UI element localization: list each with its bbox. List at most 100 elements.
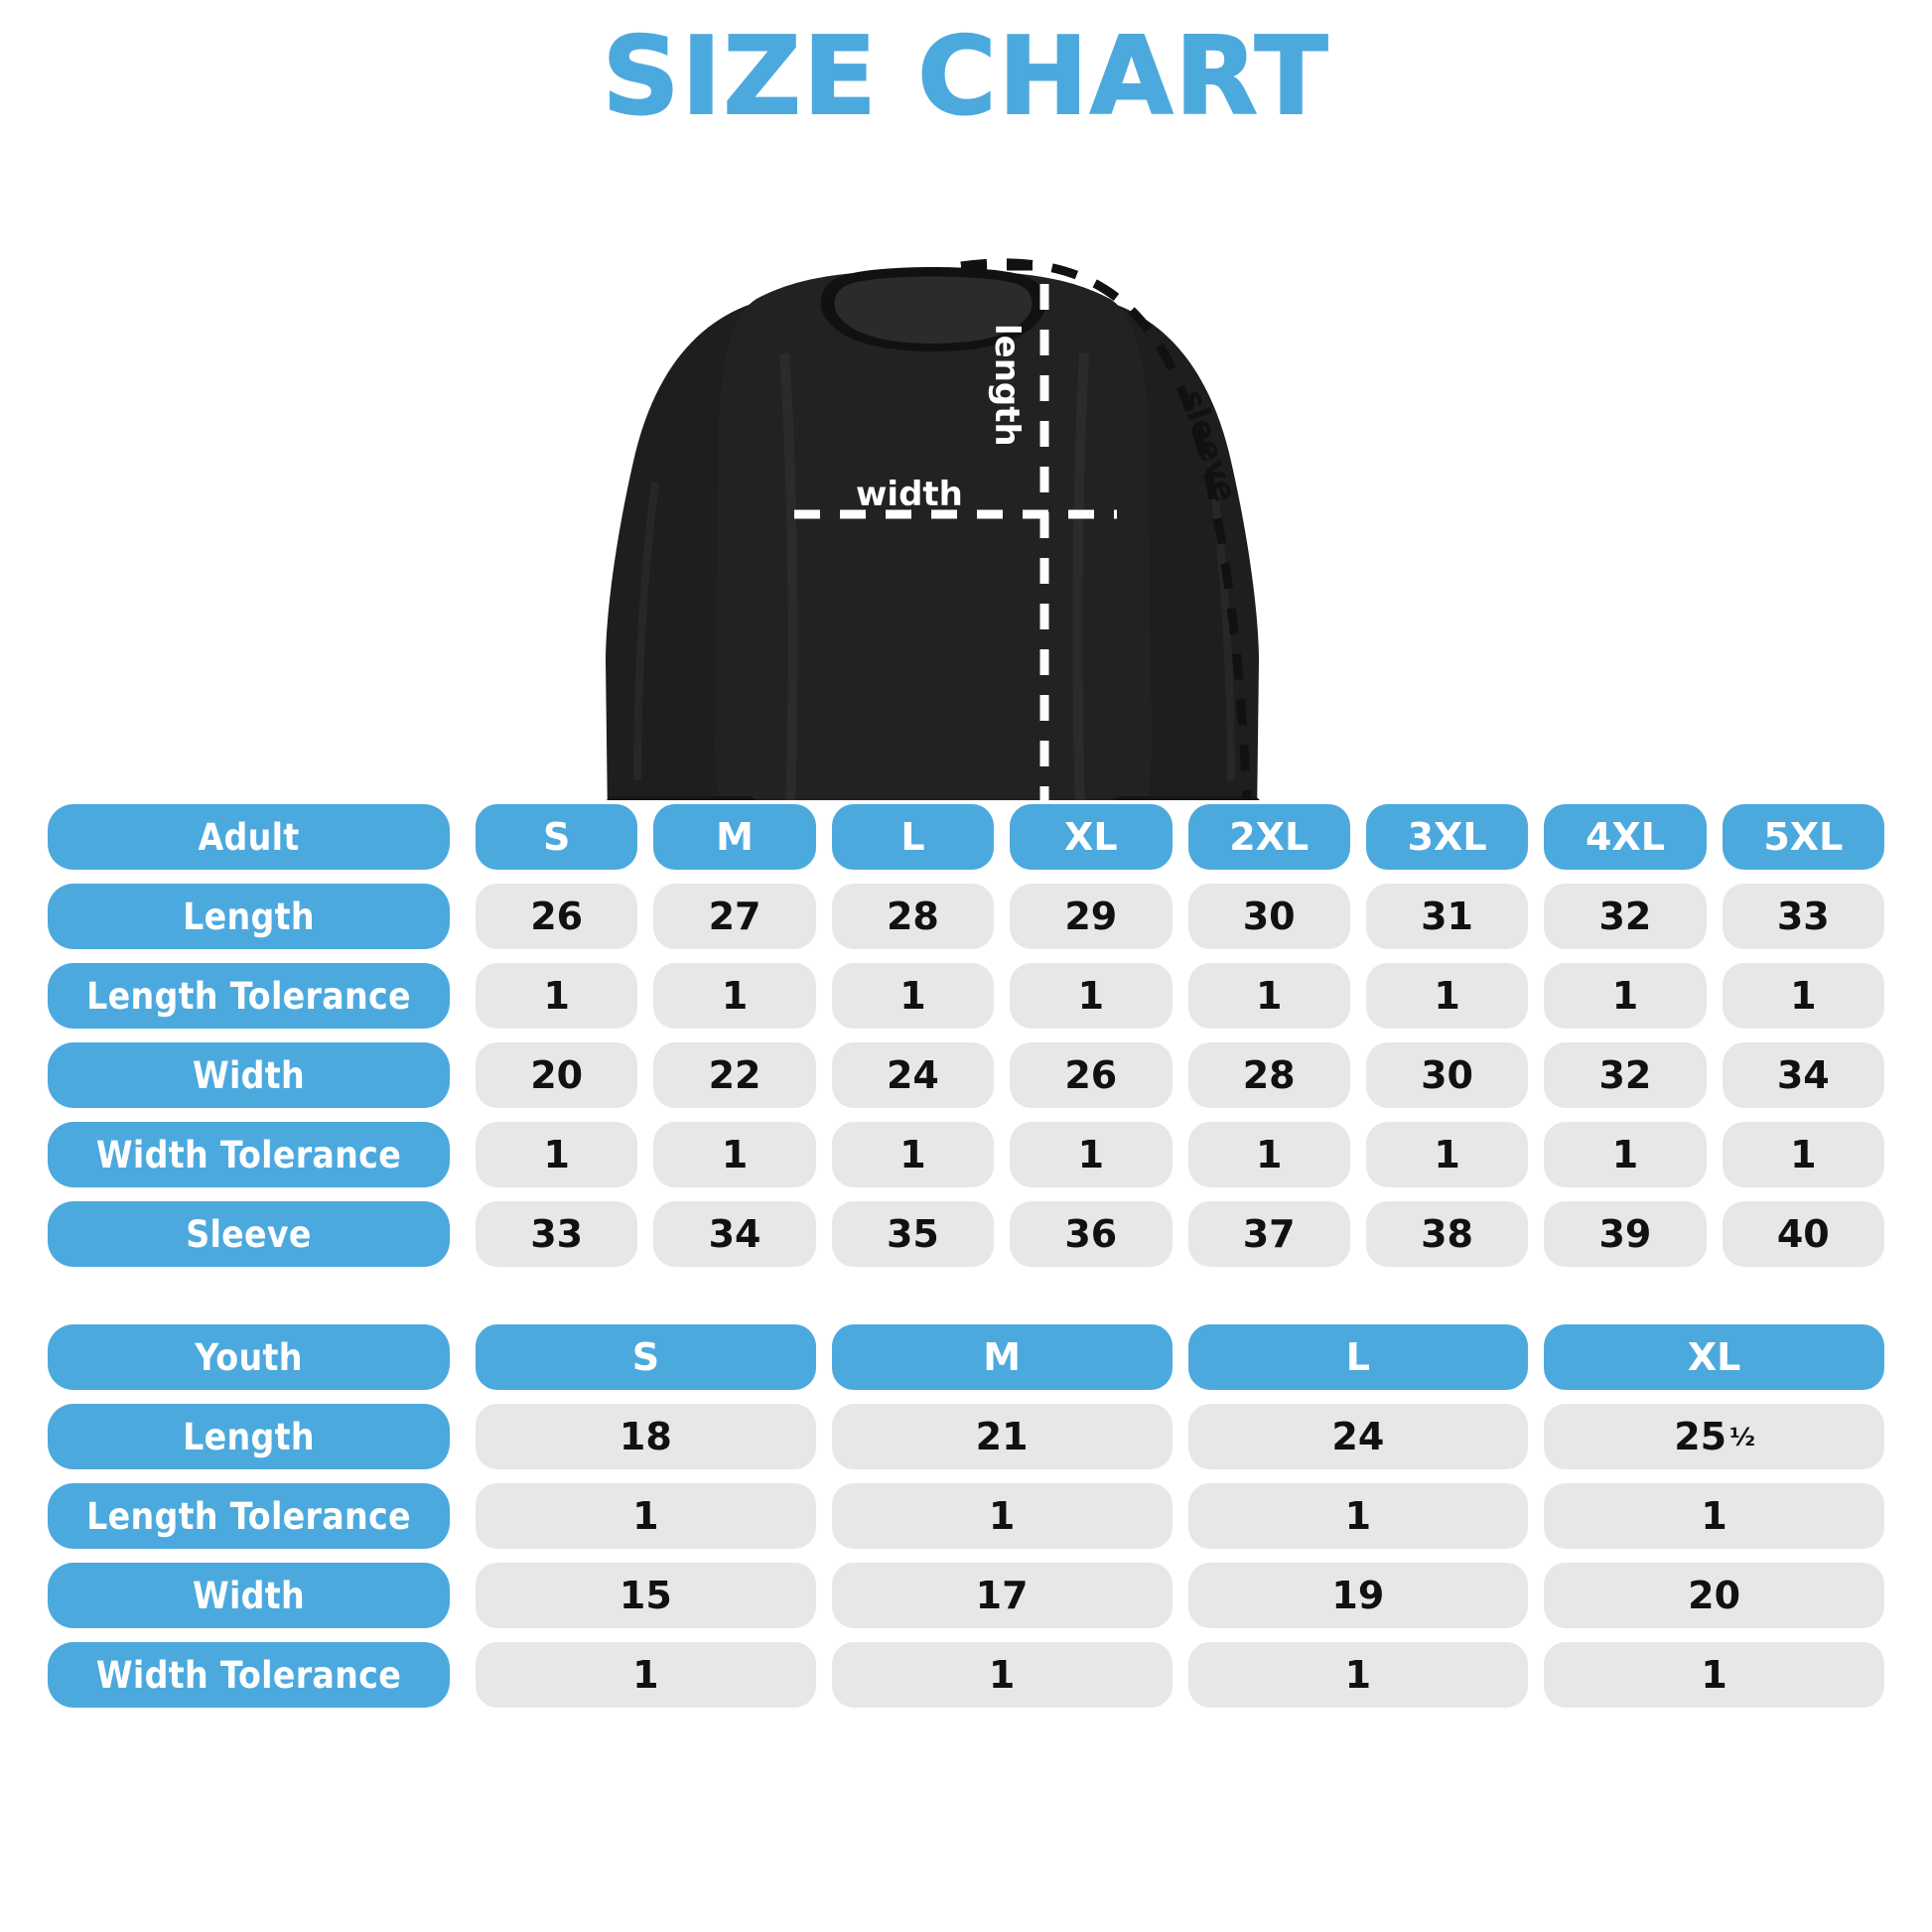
adult-size-table: Adult S M L XL 2XL 3XL 4XL 5XL Length 26… bbox=[0, 804, 1932, 1281]
table-row: Width 20 22 24 26 28 30 32 34 bbox=[48, 1042, 1884, 1108]
value-cell: 1 bbox=[1544, 1122, 1707, 1187]
value-cell: 20 bbox=[476, 1042, 638, 1108]
adult-col-header: S bbox=[476, 804, 638, 870]
value-cell: 1 bbox=[1365, 1122, 1529, 1187]
width-label: width bbox=[856, 475, 963, 514]
value-cell: 1 bbox=[1010, 1122, 1173, 1187]
value-cell: 1 bbox=[831, 1122, 995, 1187]
value-cell: 26 bbox=[1010, 1042, 1173, 1108]
value-cell: 1 bbox=[831, 1642, 1173, 1708]
youth-size-table: Youth S M L XL Length 18 21 24 25 ½ Lengt… bbox=[0, 1324, 1932, 1722]
value-cell: 1 bbox=[1722, 963, 1884, 1029]
row-label: Width bbox=[48, 1563, 450, 1628]
value-cell: 37 bbox=[1187, 1201, 1350, 1267]
adult-col-header: L bbox=[831, 804, 995, 870]
value-cell: 24 bbox=[831, 1042, 995, 1108]
table-row: Length Tolerance 1 1 1 1 bbox=[48, 1483, 1884, 1549]
value-cell: 20 bbox=[1544, 1563, 1884, 1628]
youth-corner-label: Youth bbox=[48, 1324, 450, 1390]
table-row: Sleeve 33 34 35 36 37 38 39 40 bbox=[48, 1201, 1884, 1267]
row-label: Sleeve bbox=[48, 1201, 450, 1267]
page-title: SIZE CHART bbox=[602, 15, 1330, 139]
youth-column-headers: S M L XL bbox=[476, 1324, 1884, 1390]
adult-col-header: 2XL bbox=[1187, 804, 1350, 870]
value-cell: 32 bbox=[1544, 884, 1707, 949]
value-cell: 33 bbox=[1722, 884, 1884, 949]
value-cell: 22 bbox=[653, 1042, 816, 1108]
value-cell: 1 bbox=[1544, 1642, 1884, 1708]
value-cell: 1 bbox=[476, 1483, 816, 1549]
value-cell: 34 bbox=[1722, 1042, 1884, 1108]
youth-col-header: M bbox=[831, 1324, 1173, 1390]
value-cell: 1 bbox=[831, 963, 995, 1029]
row-cells: 33 34 35 36 37 38 39 40 bbox=[476, 1201, 1884, 1267]
value-cell: 1 bbox=[653, 963, 816, 1029]
table-separator bbox=[0, 1281, 1932, 1324]
value-cell: 36 bbox=[1010, 1201, 1173, 1267]
value-cell: 19 bbox=[1187, 1563, 1529, 1628]
row-label: Width Tolerance bbox=[48, 1122, 450, 1187]
value-cell: 38 bbox=[1365, 1201, 1529, 1267]
value-cell: 1 bbox=[476, 1642, 816, 1708]
value-cell: 1 bbox=[1187, 1483, 1529, 1549]
value-cell: 1 bbox=[1187, 963, 1350, 1029]
adult-corner-label: Adult bbox=[48, 804, 450, 870]
value-cell: 33 bbox=[476, 1201, 638, 1267]
value-whole: 25 bbox=[1674, 1415, 1727, 1458]
garment-illustration: width length sleeve bbox=[0, 125, 1932, 800]
value-cell: 24 bbox=[1187, 1404, 1529, 1469]
value-cell: 1 bbox=[1187, 1122, 1350, 1187]
value-cell: 1 bbox=[476, 963, 638, 1029]
value-cell: 17 bbox=[831, 1563, 1173, 1628]
row-cells: 1 1 1 1 1 1 1 1 bbox=[476, 1122, 1884, 1187]
table-row: Width Tolerance 1 1 1 1 bbox=[48, 1642, 1884, 1708]
youth-header-row: Youth S M L XL bbox=[48, 1324, 1884, 1390]
value-cell: 1 bbox=[1187, 1642, 1529, 1708]
value-cell: 1 bbox=[1722, 1122, 1884, 1187]
value-cell: 21 bbox=[831, 1404, 1173, 1469]
value-cell: 1 bbox=[476, 1122, 638, 1187]
value-cell: 1 bbox=[831, 1483, 1173, 1549]
row-label: Width bbox=[48, 1042, 450, 1108]
row-cells: 15 17 19 20 bbox=[476, 1563, 1884, 1628]
table-row: Length 18 21 24 25 ½ bbox=[48, 1404, 1884, 1469]
value-cell: 34 bbox=[653, 1201, 816, 1267]
adult-col-header: 3XL bbox=[1365, 804, 1529, 870]
row-cells: 1 1 1 1 1 1 1 1 bbox=[476, 963, 1884, 1029]
sweatshirt-svg bbox=[606, 258, 1260, 800]
size-tables: Adult S M L XL 2XL 3XL 4XL 5XL Length 26… bbox=[0, 804, 1932, 1722]
value-cell: 35 bbox=[831, 1201, 995, 1267]
value-cell-fraction: 25 ½ bbox=[1544, 1404, 1884, 1469]
value-fraction: ½ bbox=[1729, 1422, 1755, 1451]
length-label: length bbox=[987, 324, 1027, 447]
sleeve-guide bbox=[960, 258, 1252, 800]
value-cell: 27 bbox=[653, 884, 816, 949]
row-cells: 18 21 24 25 ½ bbox=[476, 1404, 1884, 1469]
value-cell: 40 bbox=[1722, 1201, 1884, 1267]
row-label: Length Tolerance bbox=[48, 1483, 450, 1549]
row-label: Length bbox=[48, 884, 450, 949]
adult-col-header: M bbox=[653, 804, 816, 870]
value-cell: 18 bbox=[476, 1404, 816, 1469]
value-cell: 26 bbox=[476, 884, 638, 949]
sweatshirt-shape bbox=[606, 267, 1260, 800]
row-label: Length bbox=[48, 1404, 450, 1469]
table-row: Length 26 27 28 29 30 31 32 33 bbox=[48, 884, 1884, 949]
adult-col-header: XL bbox=[1010, 804, 1173, 870]
value-cell: 1 bbox=[653, 1122, 816, 1187]
value-cell: 30 bbox=[1187, 884, 1350, 949]
row-label: Width Tolerance bbox=[48, 1642, 450, 1708]
row-cells: 1 1 1 1 bbox=[476, 1483, 1884, 1549]
value-cell: 30 bbox=[1365, 1042, 1529, 1108]
row-cells: 20 22 24 26 28 30 32 34 bbox=[476, 1042, 1884, 1108]
value-cell: 32 bbox=[1544, 1042, 1707, 1108]
youth-col-header: S bbox=[476, 1324, 816, 1390]
value-cell: 28 bbox=[1187, 1042, 1350, 1108]
value-cell: 1 bbox=[1544, 1483, 1884, 1549]
adult-column-headers: S M L XL 2XL 3XL 4XL 5XL bbox=[476, 804, 1884, 870]
row-cells: 1 1 1 1 bbox=[476, 1642, 1884, 1708]
adult-col-header: 5XL bbox=[1722, 804, 1884, 870]
value-cell: 1 bbox=[1544, 963, 1707, 1029]
value-cell: 1 bbox=[1365, 963, 1529, 1029]
adult-col-header: 4XL bbox=[1544, 804, 1707, 870]
